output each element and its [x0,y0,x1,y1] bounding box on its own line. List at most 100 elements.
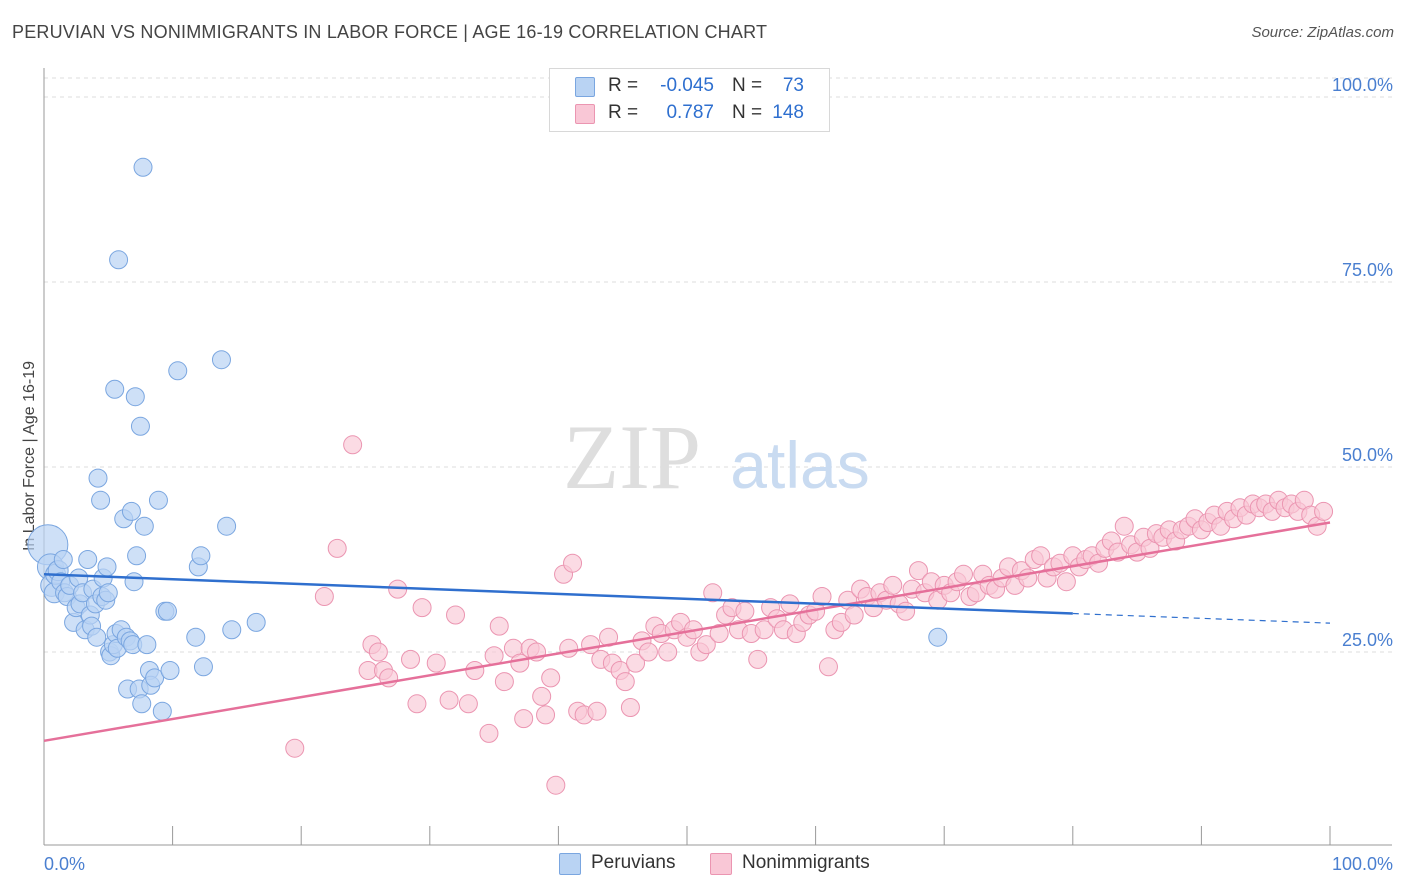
nonimmigrants-point [638,642,658,662]
peruvians-point [186,627,206,647]
watermark-zip: ZIP [563,406,701,508]
peruvians-point [193,657,213,677]
nonimmigrants-point [1114,516,1134,536]
peruvians-point [53,550,73,569]
axes [43,68,1392,846]
nonimmigrants-point [1314,501,1334,521]
chart-title: PERUVIAN VS NONIMMIGRANTS IN LABOR FORCE… [12,22,768,42]
peruvians-point [928,627,948,647]
stats-row-peruvians: R = -0.045 N = 73 [550,75,829,99]
nonimmigrants-point [559,638,579,658]
peruvians-points [27,157,948,721]
y-tick-label-75: 75.0% [1342,260,1393,280]
nonimmigrants-point [285,738,305,758]
nonimmigrants-point [896,601,916,621]
n-value-nonimmigrants: 148 [772,102,804,123]
peruvians-point [91,490,111,510]
nonimmigrants-point [439,690,459,710]
peruvians-point [98,583,118,603]
nonimmigrants-point [532,686,552,706]
nonimmigrants-point [953,564,973,584]
nonimmigrants-point [620,698,640,717]
watermark-atlas: atlas [730,428,869,502]
nonimmigrants-point [615,672,635,692]
peruvians-point [137,635,157,655]
nonimmigrants-point [343,435,363,455]
peruvians-point [124,572,144,592]
n-value-peruvians: 73 [782,75,804,96]
bottom-legend: Peruvians Nonimmigrants [0,852,1406,878]
legend-swatch-peruvians [559,853,581,875]
trendlines [43,521,1331,743]
watermark: ZIP atlas [563,406,870,508]
peruvians-point [78,550,98,569]
nonimmigrants-point [818,657,838,677]
peruvians-point [130,416,150,436]
nonimmigrants-point [563,553,583,573]
peruvians-point [145,668,165,688]
r-label: R = [608,102,639,123]
nonimmigrants-point [709,624,729,643]
peruvians-point [125,387,145,407]
r-label: R = [608,75,639,96]
nonimmigrants-point [494,672,514,692]
nonimmigrants-point [908,561,928,581]
source-credit: Source: ZipAtlas.com [1251,24,1394,41]
nonimmigrants-point [458,694,478,714]
peruvians-point [246,612,266,632]
nonimmigrants-point [407,694,427,714]
peruvians-swatch [575,77,595,97]
nonimmigrants-point [546,775,566,795]
nonimmigrants-point [314,587,334,606]
nonimmigrants-trendline [43,521,1331,743]
nonimmigrants-point [812,587,832,606]
x-ticks [172,826,1331,845]
peruvians-point [127,546,147,566]
peruvians-point [105,379,125,399]
nonimmigrants-point [426,653,446,673]
nonimmigrants-point [587,701,607,721]
nonimmigrants-point [484,646,504,666]
peruvians-point [157,601,177,621]
nonimmigrants-point [1056,572,1076,592]
peruvians-point [109,250,129,270]
legend-swatch-nonimmigrants [710,853,732,875]
r-value-peruvians: -0.045 [660,75,714,96]
peruvians-point [97,557,117,577]
peruvians-point [191,546,211,566]
nonimmigrants-point [479,723,499,743]
n-label: N = [732,102,763,123]
gridlines [44,77,1392,653]
nonimmigrants-point [327,538,347,558]
peruvians-point [121,501,141,521]
nonimmigrants-point [748,649,768,669]
y-tick-label-25: 25.0% [1342,630,1393,650]
nonimmigrants-point [1031,546,1051,566]
peruvians-point [133,157,153,177]
peruvians-point [88,468,108,488]
nonimmigrants-point [446,605,466,625]
nonimmigrants-point [696,635,716,655]
nonimmigrants-point [703,583,723,603]
nonimmigrants-point [536,705,556,725]
legend-label-peruvians: Peruvians [591,852,676,873]
peruvians-point [134,516,154,536]
nonimmigrants-point [626,653,646,673]
nonimmigrants-point [658,642,678,662]
nonimmigrants-point [844,605,864,625]
peruvians-point [211,350,231,370]
nonimmigrants-point [465,661,485,680]
peruvians-point [222,620,242,640]
peruvians-trendline [43,573,1073,615]
nonimmigrants-point [735,601,755,621]
nonimmigrants-point [541,668,561,688]
peruvians-point [168,361,188,381]
nonimmigrants-point [412,598,432,618]
x-tick-label-max: 100.0% [1332,854,1393,874]
peruvians-point [160,661,180,680]
x-tick-label-min: 0.0% [44,854,85,874]
r-value-nonimmigrants: 0.787 [666,102,714,123]
y-tick-label-50: 50.0% [1342,445,1393,465]
nonimmigrants-point [489,616,509,636]
